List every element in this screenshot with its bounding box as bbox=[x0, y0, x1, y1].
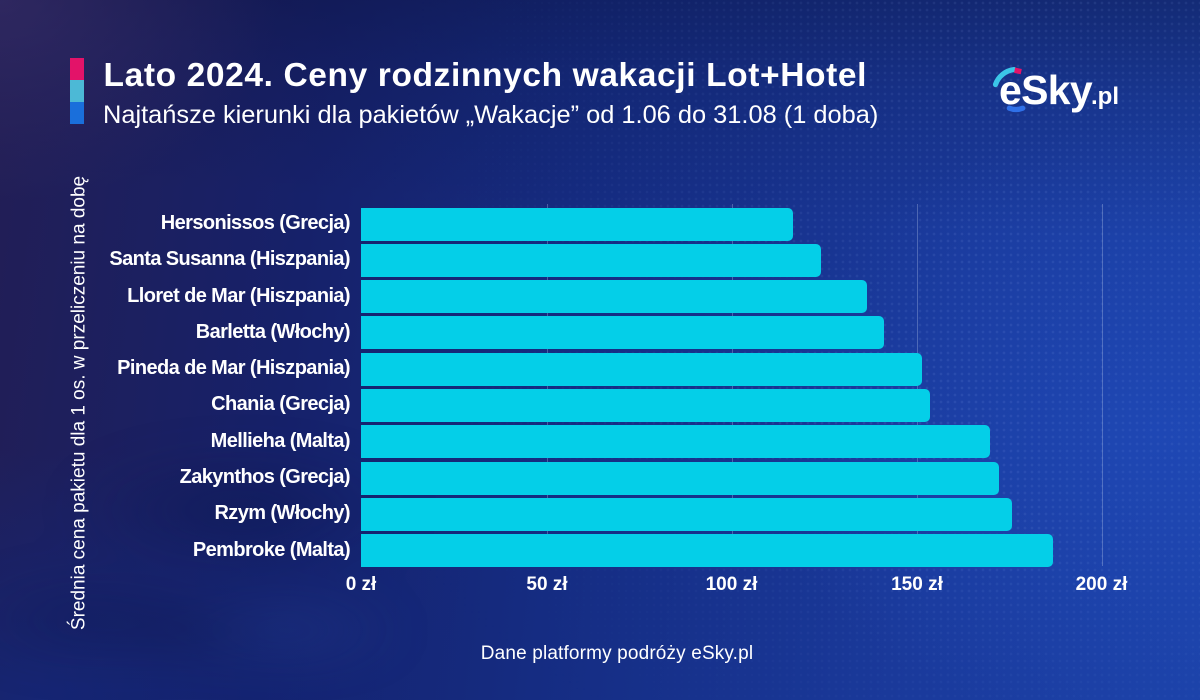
svg-text:.pl: .pl bbox=[1091, 83, 1119, 110]
svg-text:eSky: eSky bbox=[999, 67, 1093, 113]
